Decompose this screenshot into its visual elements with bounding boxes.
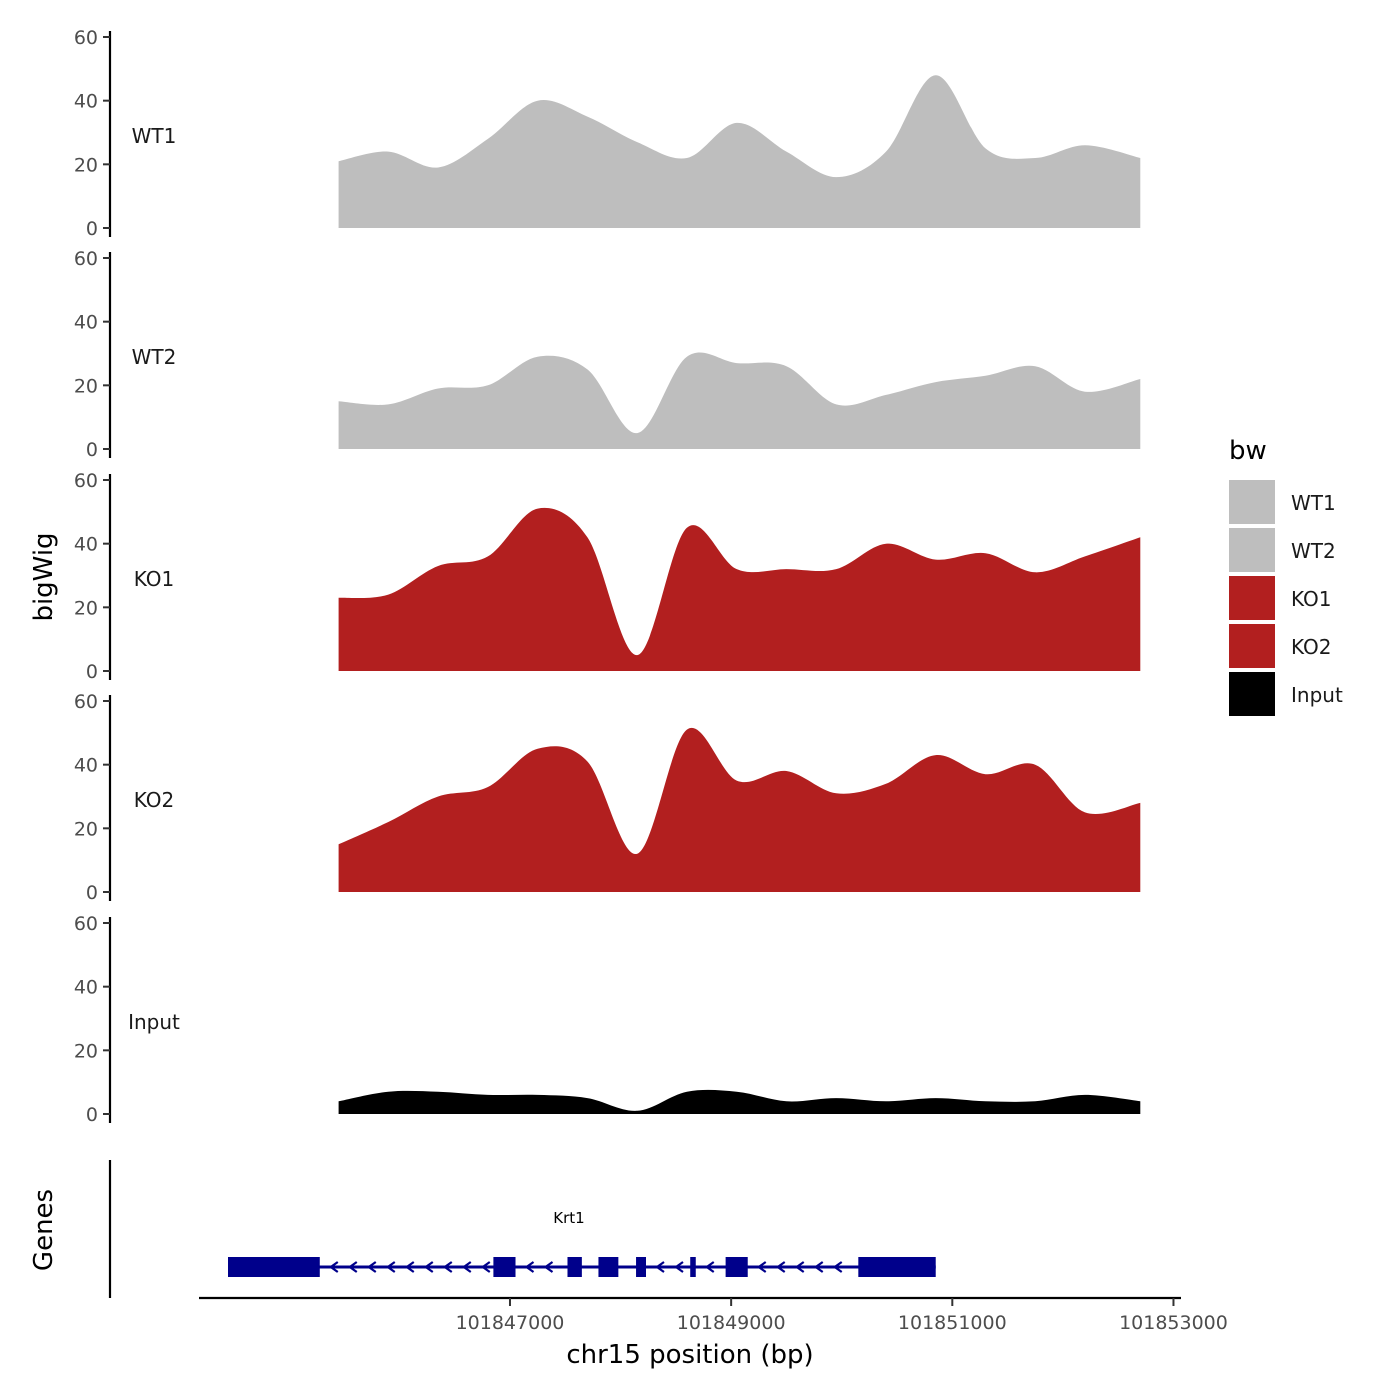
track-label: KO2 <box>134 788 175 812</box>
legend-swatch-ko1 <box>1229 576 1275 620</box>
x-axis-title: chr15 position (bp) <box>566 1340 813 1370</box>
exon <box>858 1257 936 1277</box>
track-label: KO1 <box>134 567 175 591</box>
strand-arrow <box>461 1261 472 1273</box>
legend-swatch-ko2 <box>1229 624 1275 668</box>
y-tick-label: 40 <box>74 977 98 999</box>
strand-arrow <box>347 1261 358 1273</box>
gene-track: Krt1 <box>108 1160 936 1298</box>
y-tick-label: 60 <box>74 470 98 492</box>
y-tick-label: 20 <box>74 375 98 397</box>
y-tick-label: 60 <box>74 913 98 935</box>
legend-label-input: Input <box>1291 683 1343 707</box>
legend: bw WT1 WT2 KO1 KO2 Input <box>1229 436 1343 716</box>
exon <box>493 1257 516 1277</box>
y-tick-label: 60 <box>74 248 98 270</box>
strand-arrow <box>674 1261 684 1273</box>
y-tick-label: 20 <box>74 154 98 176</box>
coverage-area-wt1 <box>338 75 1141 228</box>
x-tick-label: 101849000 <box>677 1312 786 1334</box>
x-tick-label: 101847000 <box>456 1312 565 1334</box>
track-ko2: 0 20 40 60 KO2 <box>74 691 1141 904</box>
y-tick-label: 40 <box>74 534 98 556</box>
y-tick-label: 0 <box>86 661 98 683</box>
strand-arrow <box>524 1261 535 1273</box>
tracks-layer: 0 20 40 60 WT1 0 20 40 60 WT2 0 20 40 60 KO1 0 20 40 60 KO2… <box>74 27 1141 1126</box>
strand-arrow <box>655 1261 665 1273</box>
track-label: WT2 <box>132 345 177 369</box>
y-axis-title-bigwig: bigWig <box>29 532 59 621</box>
strand-arrow <box>366 1261 377 1273</box>
y-axis-title-genes: Genes <box>29 1189 59 1271</box>
legend-label-ko2: KO2 <box>1291 635 1332 659</box>
coverage-area-ko1 <box>338 507 1141 671</box>
y-tick-label: 60 <box>74 691 98 713</box>
legend-swatch-wt2 <box>1229 528 1275 572</box>
strand-arrow <box>328 1261 339 1273</box>
strand-arrow <box>794 1261 805 1273</box>
y-tick-label: 40 <box>74 91 98 113</box>
x-tick-label: 101851000 <box>898 1312 1007 1334</box>
strand-arrow <box>813 1261 824 1273</box>
coverage-area-ko2 <box>338 727 1141 892</box>
legend-swatch-wt1 <box>1229 480 1275 524</box>
strand-arrow <box>832 1261 843 1273</box>
legend-title: bw <box>1229 436 1267 466</box>
track-label: Input <box>128 1010 180 1034</box>
strand-arrow <box>423 1261 434 1273</box>
exon <box>567 1257 582 1277</box>
gene-name-label: Krt1 <box>553 1209 584 1227</box>
y-tick-label: 40 <box>74 755 98 777</box>
exon <box>636 1257 646 1277</box>
y-tick-label: 40 <box>74 312 98 334</box>
y-tick-label: 20 <box>74 1040 98 1062</box>
y-tick-label: 0 <box>86 882 98 904</box>
y-tick-label: 0 <box>86 439 98 461</box>
exon <box>690 1257 696 1277</box>
strand-arrow <box>385 1261 396 1273</box>
x-axis: 101847000 101849000 101851000 101853000 <box>199 1296 1228 1334</box>
legend-label-ko1: KO1 <box>1291 587 1332 611</box>
strand-arrow <box>480 1261 491 1273</box>
coverage-area-wt2 <box>338 352 1141 449</box>
strand-arrow <box>704 1261 715 1273</box>
y-tick-label: 0 <box>86 1104 98 1126</box>
track-wt1: 0 20 40 60 WT1 <box>74 27 1141 240</box>
strand-arrow <box>775 1261 786 1273</box>
y-tick-label: 20 <box>74 597 98 619</box>
exon <box>725 1257 748 1277</box>
strand-arrow <box>404 1261 415 1273</box>
legend-label-wt2: WT2 <box>1291 539 1336 563</box>
coverage-area-input <box>338 1089 1141 1114</box>
exon <box>228 1257 320 1277</box>
legend-swatch-input <box>1229 672 1275 716</box>
legend-label-wt1: WT1 <box>1291 491 1336 515</box>
track-ko1: 0 20 40 60 KO1 <box>74 470 1141 683</box>
y-tick-label: 60 <box>74 27 98 49</box>
track-label: WT1 <box>132 124 177 148</box>
track-wt2: 0 20 40 60 WT2 <box>74 248 1141 461</box>
y-tick-label: 0 <box>86 218 98 240</box>
x-tick-label: 101853000 <box>1119 1312 1228 1334</box>
strand-arrow <box>442 1261 453 1273</box>
track-input: 0 20 40 60 Input <box>74 913 1141 1126</box>
exon <box>598 1257 619 1277</box>
strand-arrow <box>543 1261 554 1273</box>
y-tick-label: 20 <box>74 818 98 840</box>
strand-arrow <box>756 1261 767 1273</box>
